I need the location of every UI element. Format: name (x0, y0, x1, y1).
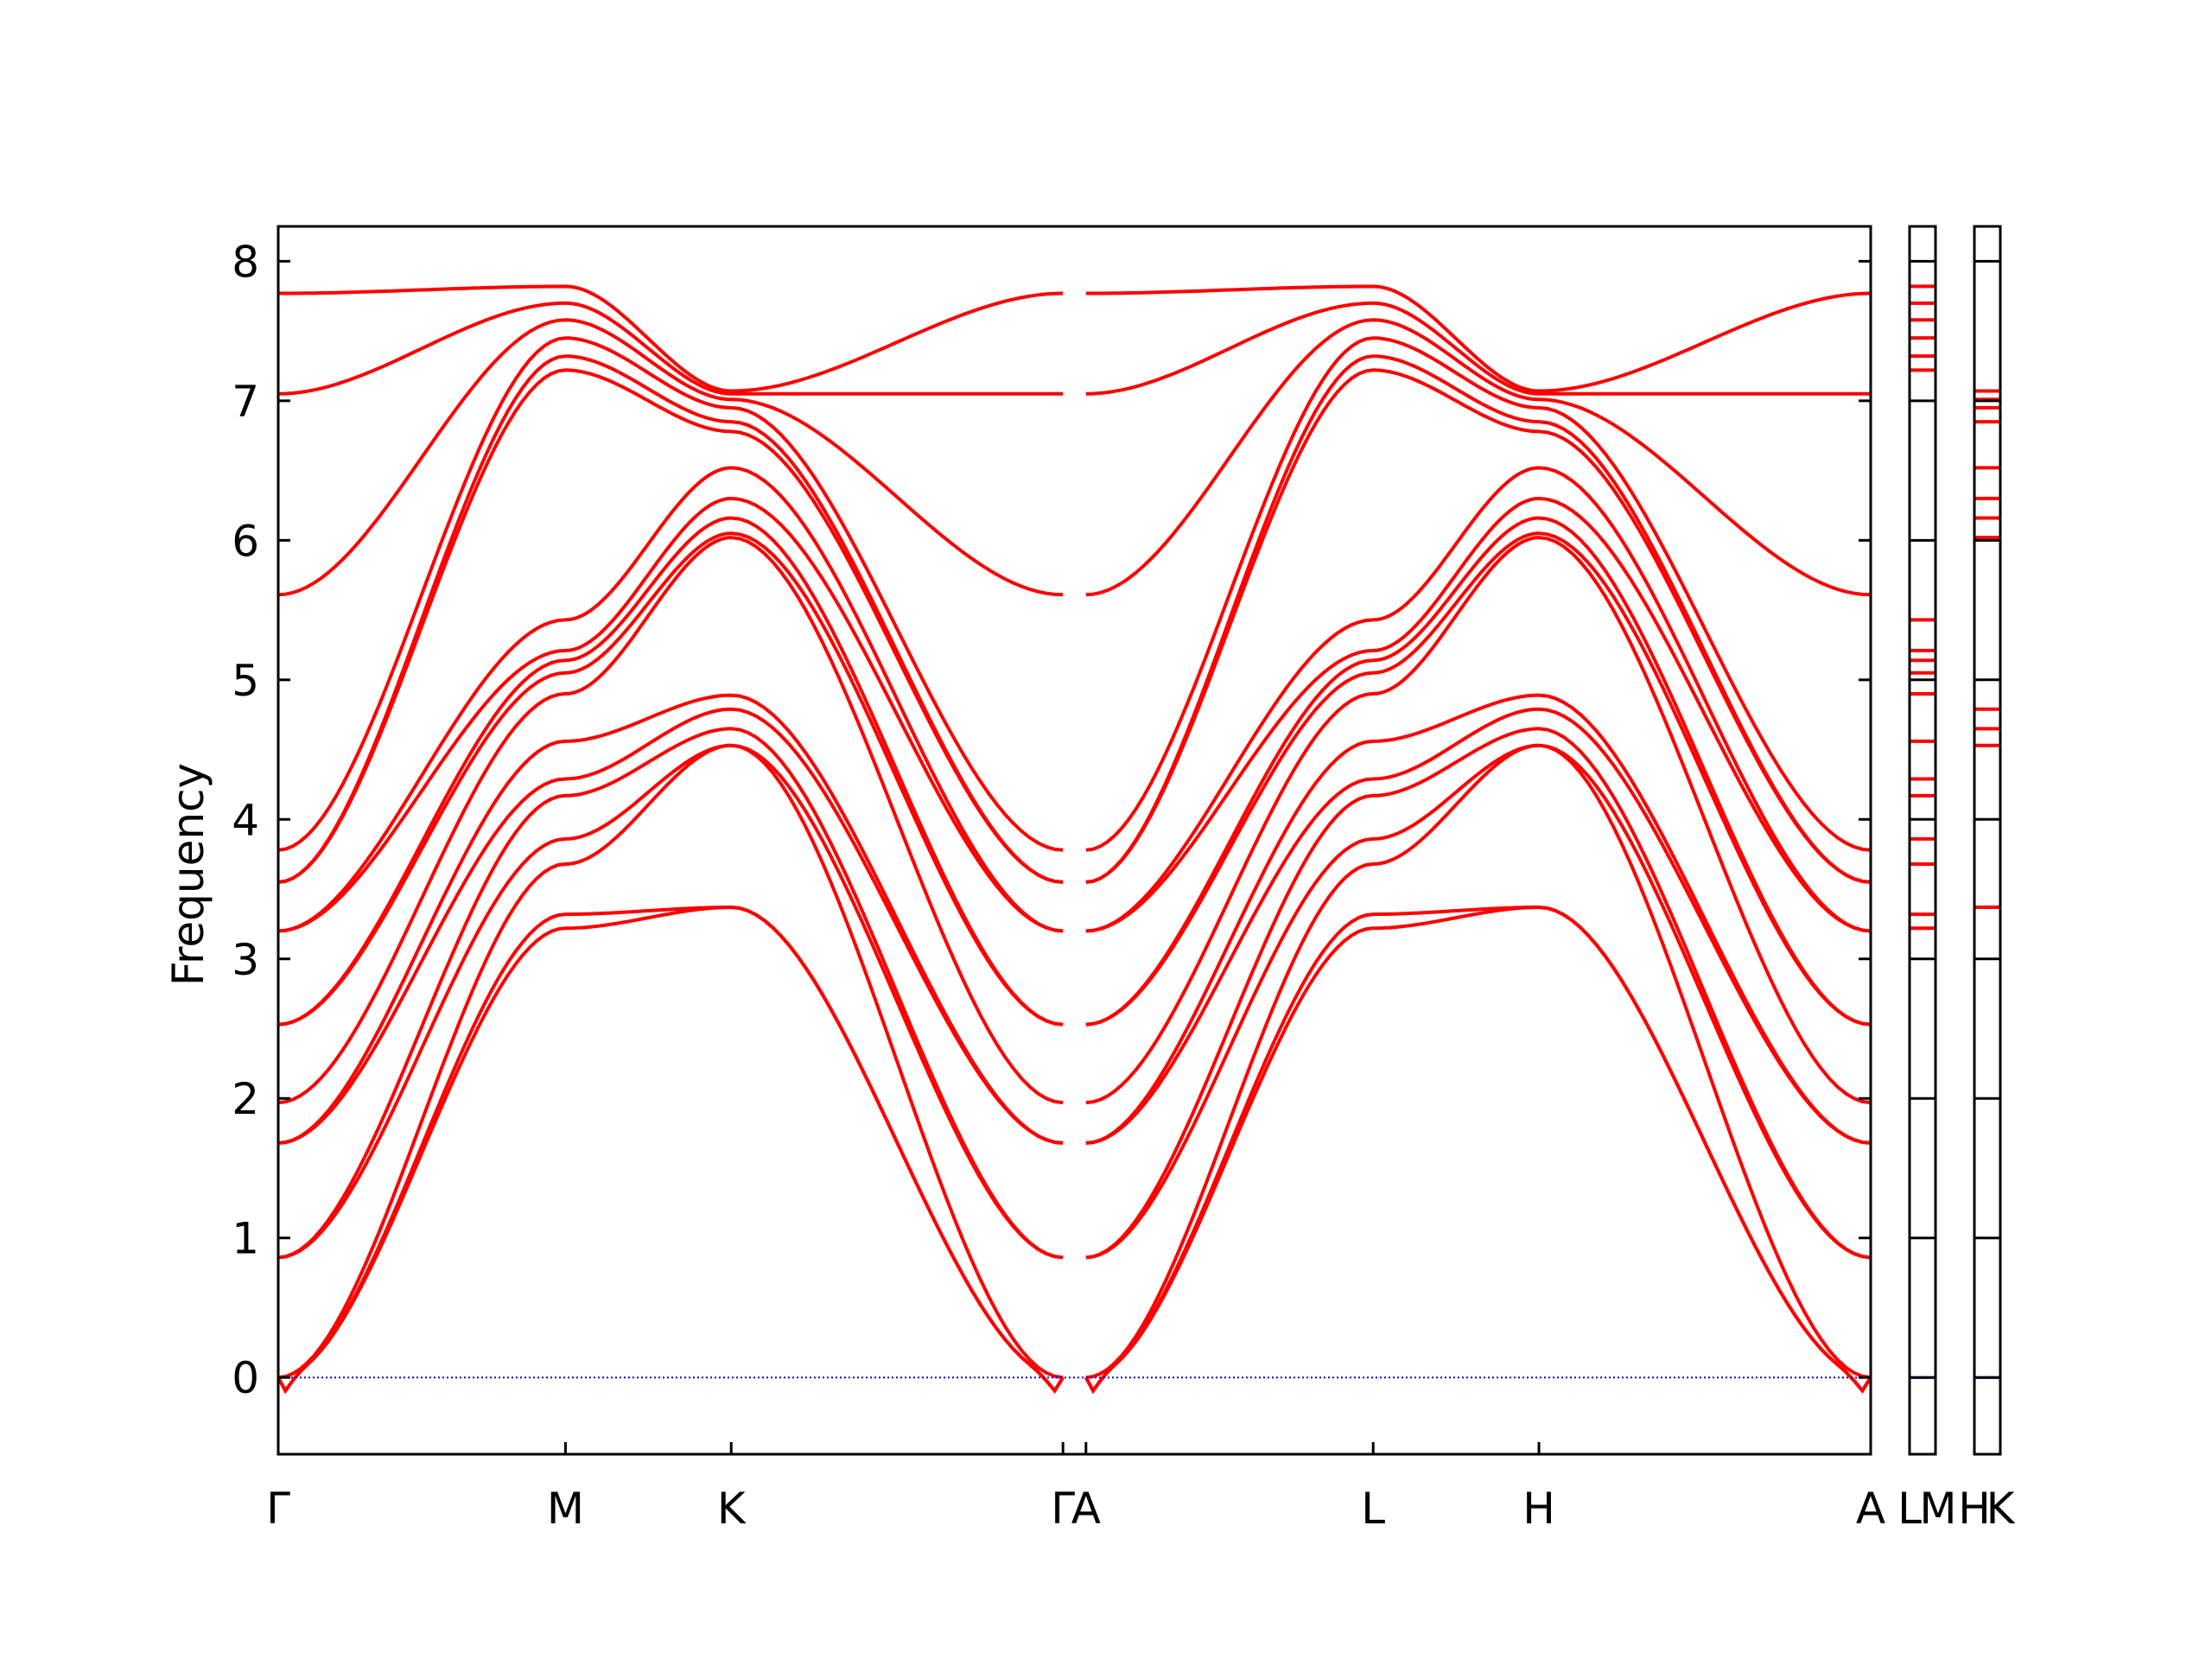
band-line-gmk-16 (278, 301, 1064, 396)
y-tick-label-0: 0 (232, 1353, 259, 1403)
band-line-alh-12 (1085, 368, 1871, 884)
y-tick-label-3: 3 (232, 935, 259, 985)
y-axis-title: Frequency (163, 763, 213, 986)
band-line-gmk-11 (278, 466, 1064, 933)
band-line-alh-8 (1085, 531, 1871, 1027)
x-tick-label-3: Γ (1051, 1484, 1075, 1534)
segment-label-3: K (1986, 1484, 2016, 1534)
band-line-alh-0 (1084, 905, 1871, 1395)
band-line-gmk-2 (278, 743, 1064, 1380)
band-line-alh-4 (1085, 727, 1871, 1260)
y-tick-label-2: 2 (232, 1074, 259, 1124)
segment-label-2: H (1958, 1484, 1991, 1534)
segment-label-1: M (1919, 1484, 1956, 1534)
side-panel-frame-1 (1973, 225, 2002, 1456)
x-tick-label-1: M (547, 1484, 584, 1534)
band-line-alh-13 (1085, 354, 1871, 884)
side-panel-frame-0 (1908, 225, 1937, 1456)
band-line-gmk-17 (278, 284, 1064, 393)
band-line-alh-10 (1085, 496, 1871, 933)
x-tick-label-0: Γ (266, 1484, 290, 1534)
band-lines (278, 284, 1871, 1395)
band-line-alh-3 (1085, 743, 1871, 1260)
x-tick-label-5: L (1361, 1484, 1385, 1534)
band-line-alh-9 (1085, 516, 1871, 1027)
band-line-gmk-9 (278, 516, 1064, 1027)
segment-label-0: L (1897, 1484, 1922, 1534)
band-line-alh-14 (1085, 336, 1871, 852)
band-line-gmk-12 (278, 368, 1064, 884)
y-tick-label-5: 5 (232, 656, 259, 706)
band-line-gmk-4 (278, 727, 1064, 1260)
band-line-gmk-14 (278, 336, 1064, 852)
y-tick-label-7: 7 (232, 377, 259, 427)
band-line-gmk-15 (278, 318, 1064, 597)
band-line-alh-5 (1085, 707, 1871, 1145)
band-line-gmk-0 (278, 905, 1065, 1395)
y-tick-label-1: 1 (232, 1214, 259, 1264)
y-tick-label-4: 4 (232, 795, 259, 845)
y-tick-label-8: 8 (232, 237, 259, 287)
band-line-alh-11 (1085, 466, 1871, 933)
band-line-alh-16 (1085, 301, 1871, 396)
x-tick-label-7: A (1856, 1484, 1885, 1534)
band-line-alh-2 (1085, 743, 1871, 1380)
band-line-alh-7 (1085, 536, 1871, 1105)
band-line-gmk-7 (278, 536, 1064, 1105)
main-plot-frame (276, 225, 1872, 1456)
band-line-gmk-5 (278, 707, 1064, 1145)
plot-frames (276, 225, 2002, 1456)
x-tick-label-2: K (717, 1484, 747, 1534)
side-panel-markers (1910, 284, 2000, 931)
x-tick-label-4: A (1071, 1484, 1101, 1534)
axis-ticks (276, 259, 2000, 1454)
band-line-gmk-1 (278, 906, 1065, 1395)
y-tick-label-6: 6 (232, 516, 259, 566)
band-line-alh-15 (1085, 318, 1871, 597)
x-tick-label-6: H (1522, 1484, 1555, 1534)
band-line-gmk-13 (278, 354, 1064, 884)
band-line-gmk-10 (278, 496, 1064, 933)
band-line-alh-1 (1084, 906, 1871, 1395)
band-line-gmk-3 (278, 743, 1064, 1260)
band-line-alh-6 (1085, 693, 1871, 1145)
band-line-gmk-8 (278, 531, 1064, 1027)
band-line-alh-17 (1085, 284, 1871, 393)
band-line-gmk-6 (278, 693, 1064, 1145)
